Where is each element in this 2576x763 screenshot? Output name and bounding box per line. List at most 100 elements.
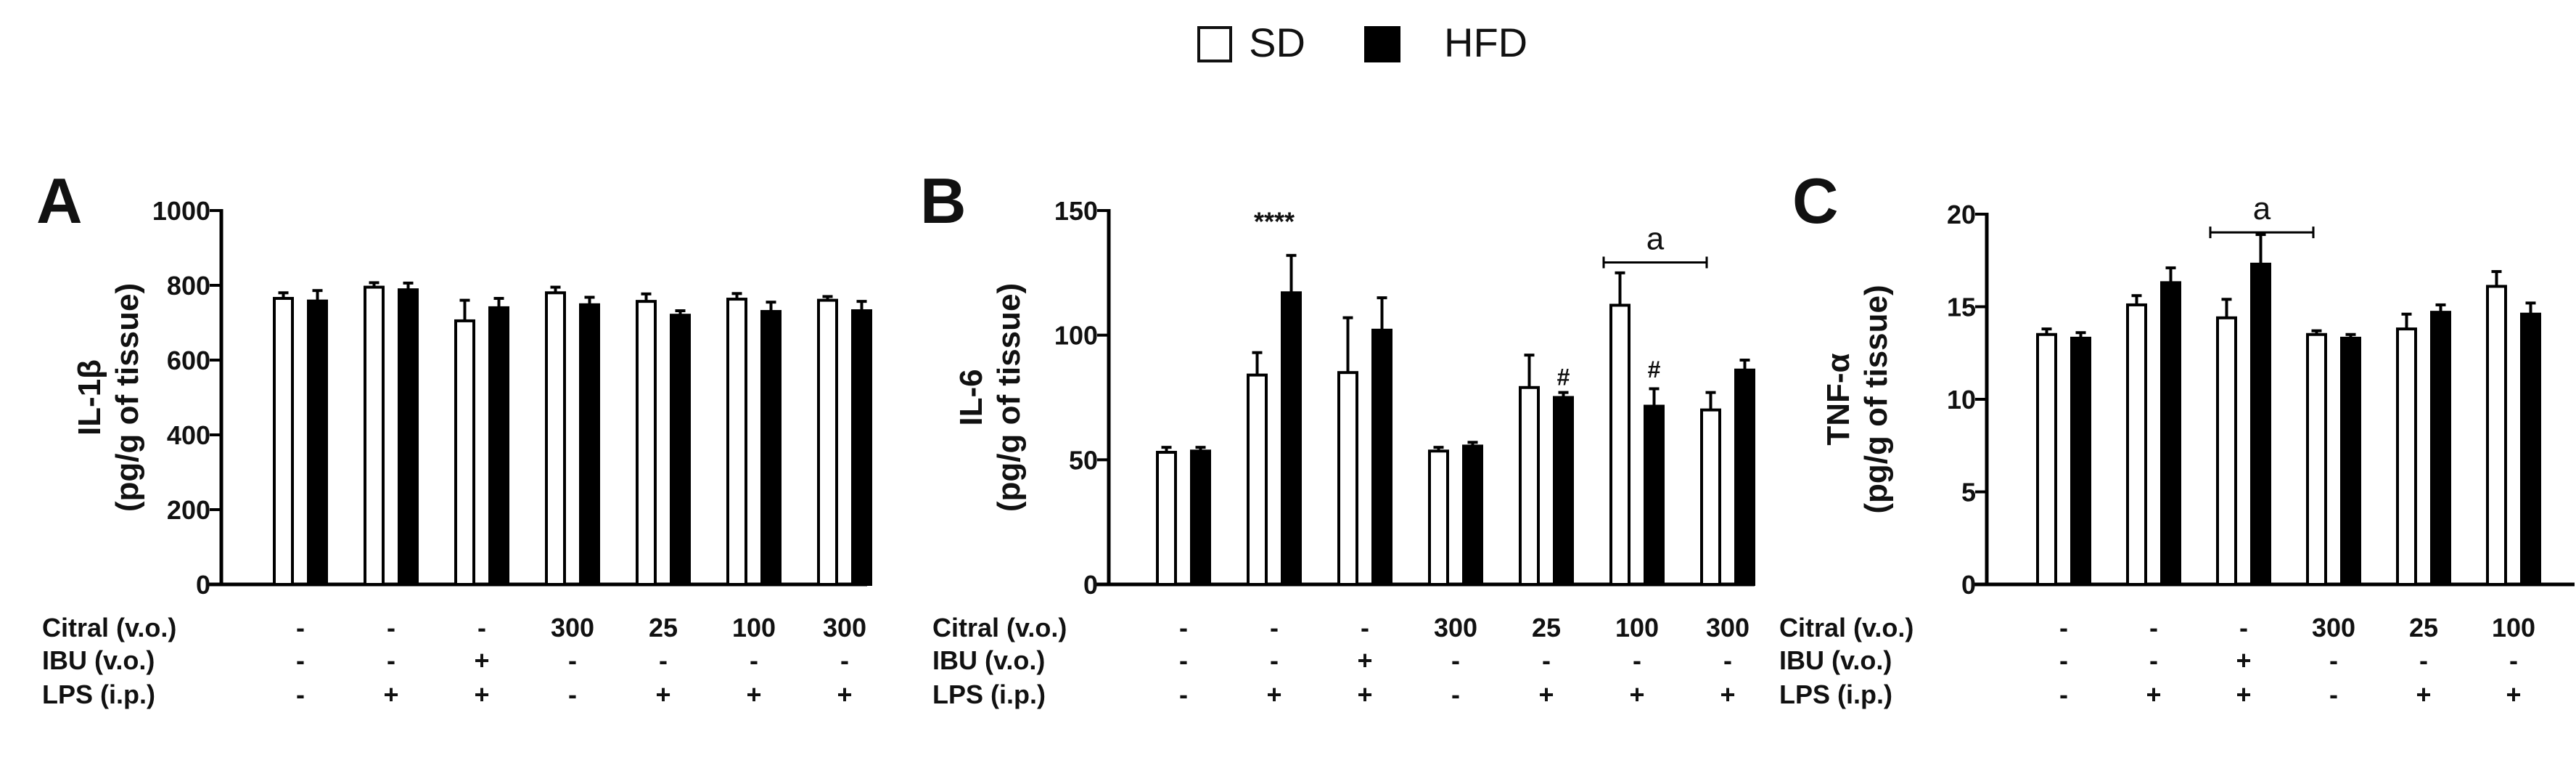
bar-hfd [2250,262,2271,586]
y-tick-label: 800 [167,271,210,301]
treatment-label: LPS (i.p.) [1779,680,1892,709]
treatment-label: Citral (v.o.) [1779,613,1913,642]
bar-hfd [398,288,419,586]
treatment-cell: - [2329,680,2338,709]
panel-c: C 0 5 10 15 20 TNF-α (pg/g of tissue) a Citral (v… [1779,165,2575,709]
bar-sd [2396,327,2417,586]
y-tick-label: 20 [1947,200,1976,229]
treatment-cell: - [568,680,577,709]
treatment-cell: - [1451,645,1460,675]
bar-sd [454,319,475,586]
significance-label: a [1646,221,1665,257]
treatment-cell: - [1179,613,1188,642]
bar-sd [817,298,838,586]
treatment-cell: + [837,680,852,709]
treatment-cell: + [383,680,398,709]
legend-hfd-label: HFD [1444,20,1527,65]
significance-marker: **** [1254,206,1295,236]
y-tick-label: 50 [1069,445,1098,475]
treatment-cell: + [1720,680,1735,709]
bar-sd [2126,303,2147,586]
treatment-cell: - [659,645,668,675]
treatment-cell: - [840,645,849,675]
treatment-cell: + [474,680,489,709]
treatment-cell: - [2329,645,2338,675]
bar-sd [2036,332,2057,586]
treatment-cell: - [1542,645,1551,675]
bar-hfd [488,306,509,586]
treatment-cell: 100 [732,613,776,642]
treatment-cell: + [2146,680,2161,709]
significance-marker: # [1557,364,1570,390]
treatment-cell: + [1357,645,1372,675]
bar-sd [1428,449,1449,586]
y-tick-label: 5 [1961,478,1976,507]
bar-hfd [1462,444,1483,587]
treatment-cell: 100 [2492,613,2535,642]
treatment-cell: - [296,680,305,709]
treatment-cell: + [2416,680,2431,709]
treatment-cell: 300 [1706,613,1750,642]
treatment-cell: - [1723,645,1732,675]
treatment-cell: + [1357,680,1372,709]
y-tick-label: 1000 [152,196,210,226]
panel-letter: C [1792,165,1839,237]
treatment-cell: - [387,613,395,642]
y-tick-label: 0 [1083,570,1098,600]
y-tick-label: 200 [167,495,210,525]
bar-hfd [2430,311,2451,586]
treatment-label: LPS (i.p.) [42,680,155,709]
bar-hfd [1190,449,1211,586]
treatment-label: Citral (v.o.) [932,613,1067,642]
treatment-cell: - [2059,680,2068,709]
treatment-cell: - [2419,645,2428,675]
treatment-cell: + [2506,680,2521,709]
treatment-cell: - [477,613,486,642]
treatment-cell: - [2149,613,2158,642]
panel-letter: A [36,165,83,237]
bar-hfd [2340,336,2361,586]
bar-hfd [851,309,872,586]
bar-sd [2216,316,2237,586]
treatment-cell: - [2239,613,2248,642]
treatment-cell: 300 [2312,613,2355,642]
treatment-cell: + [746,680,761,709]
panel-a: A 0 200 400 600 800 1000 IL-1β (pg/g of tissue) C… [36,165,872,709]
treatment-cell: - [1451,680,1460,709]
bar-sd [2306,332,2327,586]
bar-sd [273,297,294,586]
bar-hfd [579,303,600,586]
y-tick-label: 10 [1947,385,1976,415]
treatment-cell: 100 [1615,613,1659,642]
treatment-cell: + [655,680,670,709]
treatment-cell: 300 [1434,613,1477,642]
treatment-label: IBU (v.o.) [42,645,155,675]
bar-sd [1247,373,1268,586]
bar-hfd [2070,336,2091,586]
bar-sd [2486,285,2507,586]
legend-sd-swatch [1197,26,1232,62]
treatment-cell: - [750,645,758,675]
bar-sd [1519,385,1540,586]
bar-hfd [1281,291,1302,586]
treatment-cell: - [1179,645,1188,675]
treatment-cell: + [2236,680,2251,709]
bar-sd [545,291,566,586]
y-axis-label: IL-6 [953,369,989,425]
y-axis-label-unit: (pg/g of tissue) [991,283,1027,512]
treatment-cell: + [1266,680,1281,709]
bar-sd [1700,408,1721,587]
treatment-cell: + [1538,680,1554,709]
bar-hfd [760,310,782,586]
treatment-cell: + [2236,645,2251,675]
treatment-cell: 25 [1532,613,1561,642]
treatment-label: IBU (v.o.) [932,645,1045,675]
y-tick-label: 15 [1947,293,1976,322]
treatment-cell: - [1270,645,1279,675]
treatment-cell: 25 [2409,613,2438,642]
treatment-cell: - [568,645,577,675]
treatment-cell: + [474,645,489,675]
y-tick-label: 0 [1961,570,1976,600]
bar-sd [1337,371,1358,587]
legend-hfd-swatch [1364,26,1400,62]
